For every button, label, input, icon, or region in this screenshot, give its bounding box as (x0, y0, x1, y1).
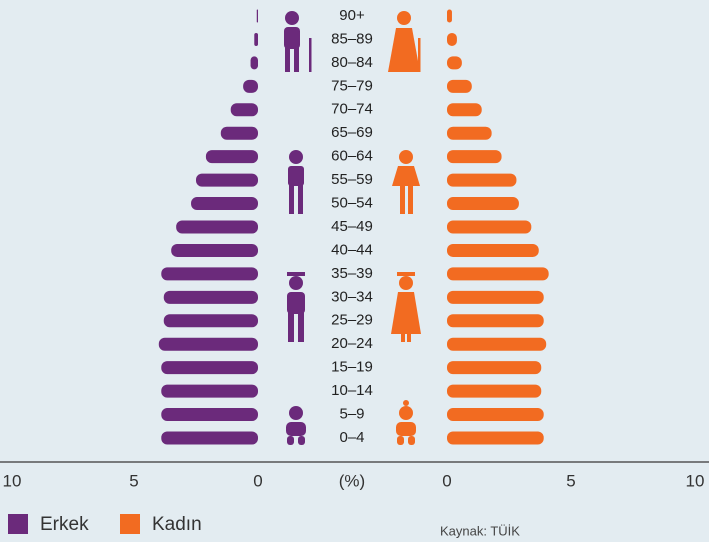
category-label: 15–19 (331, 359, 373, 376)
bar (163, 290, 258, 304)
bar (447, 150, 502, 164)
bar (447, 103, 482, 117)
bar (447, 197, 519, 211)
bar (220, 126, 258, 140)
x-tick-label: 0 (253, 471, 262, 490)
category-label: 90+ (339, 7, 365, 24)
x-tick-label: 5 (566, 471, 575, 490)
bar (250, 56, 258, 70)
bar (161, 431, 258, 445)
bar (254, 32, 258, 46)
category-label: 55–59 (331, 171, 373, 188)
bar (163, 314, 258, 328)
category-label: 40–44 (331, 241, 373, 258)
category-label: 85–89 (331, 30, 373, 47)
bar (447, 290, 544, 304)
bar (176, 220, 258, 234)
bar (447, 408, 544, 422)
bar (161, 384, 258, 398)
x-axis-label: (%) (339, 471, 365, 490)
category-label: 80–84 (331, 54, 373, 71)
bar (161, 267, 258, 281)
bar (447, 56, 462, 70)
bar (447, 173, 517, 187)
category-label: 65–69 (331, 124, 373, 141)
category-label: 60–64 (331, 148, 373, 165)
bar (243, 79, 258, 93)
bar (161, 361, 258, 375)
bar (447, 9, 452, 23)
bar (447, 314, 544, 328)
x-tick-label: 10 (3, 471, 22, 490)
category-label: 30–34 (331, 288, 373, 305)
source: Kaynak: TÜİK (440, 523, 520, 538)
category-label: 70–74 (331, 101, 373, 118)
bar (196, 173, 258, 187)
category-label: 50–54 (331, 195, 373, 212)
category-label: 45–49 (331, 218, 373, 235)
category-label: 75–79 (331, 77, 373, 94)
bar (161, 408, 258, 422)
bar (256, 9, 258, 23)
bar (447, 267, 549, 281)
bar (191, 197, 258, 211)
legend-swatch (8, 514, 28, 534)
icons (284, 11, 421, 445)
legend-swatch (120, 514, 140, 534)
category-label: 10–14 (331, 382, 373, 399)
bar (447, 243, 539, 257)
bar (205, 150, 258, 164)
category-label: 5–9 (339, 406, 364, 423)
x-tick-label: 0 (442, 471, 451, 490)
x-tick-label: 5 (129, 471, 138, 490)
category-label: 35–39 (331, 265, 373, 282)
legend-label: Erkek (40, 514, 89, 535)
bar (158, 337, 258, 351)
legend-label: Kadın (152, 514, 202, 535)
x-tick-label: 10 (686, 471, 705, 490)
category-label: 25–29 (331, 312, 373, 329)
bar (447, 126, 492, 140)
bar (447, 384, 542, 398)
bar (447, 361, 542, 375)
bar (447, 337, 547, 351)
bar (447, 79, 472, 93)
category-label: 0–4 (339, 429, 364, 446)
category-label: 20–24 (331, 335, 373, 352)
bar (447, 220, 532, 234)
bar (171, 243, 258, 257)
bar (447, 431, 544, 445)
bar (447, 32, 457, 46)
bar (230, 103, 258, 117)
